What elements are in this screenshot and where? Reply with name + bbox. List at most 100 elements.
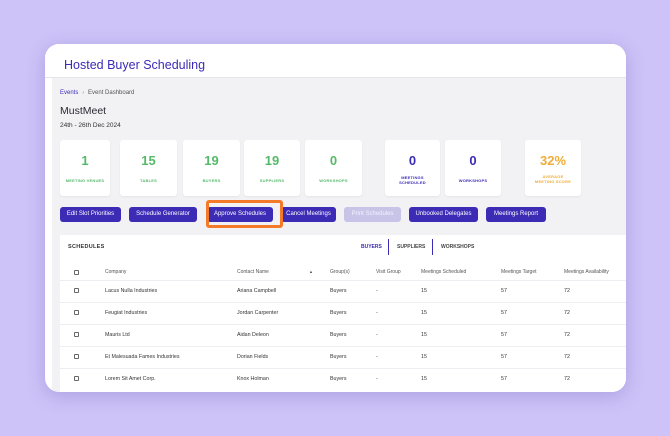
breadcrumb-separator: ›: [82, 90, 85, 96]
print-schedules-button[interactable]: Print Schedules: [344, 207, 401, 222]
schedules-title: SCHEDULES: [68, 244, 105, 250]
table-row[interactable]: Et Malesuada Fames Industries Dorian Fie…: [60, 346, 626, 368]
cell-meetings-target: 57: [501, 288, 507, 294]
cell-contact-name: Ariana Campbell: [237, 288, 277, 294]
column-header-company[interactable]: Company: [105, 269, 127, 275]
stat-meeting-venues: 1 MEETING VENUES: [60, 140, 110, 196]
cell-meetings-availability: 72: [564, 288, 570, 294]
column-header-meetings-scheduled[interactable]: Meetings Scheduled: [421, 269, 467, 275]
row-checkbox[interactable]: [74, 310, 79, 315]
breadcrumb-current: Event Dashboard: [88, 90, 135, 96]
stat-label: WORKSHOPS: [458, 178, 488, 183]
stat-suppliers: 19 SUPPLIERS: [244, 140, 300, 196]
breadcrumb: Events › Event Dashboard: [60, 90, 134, 96]
cell-groups: Buyers: [330, 288, 347, 294]
stat-buyers: 19 BUYERS: [183, 140, 240, 196]
row-checkbox[interactable]: [74, 376, 79, 381]
stat-average-meeting-score: 32% AVERAGE MEETING SCORE: [525, 140, 581, 196]
stat-label: BUYERS: [202, 178, 221, 183]
cell-visit-group: -: [376, 354, 378, 360]
cell-meetings-availability: 72: [564, 376, 570, 382]
cell-visit-group: -: [376, 310, 378, 316]
app-window: Hosted Buyer Scheduling Events › Event Das…: [45, 44, 626, 392]
stat-value: 0: [408, 153, 417, 168]
stat-value: 19: [264, 153, 280, 168]
tab-suppliers[interactable]: SUPPLIERS: [397, 244, 426, 250]
column-header-meetings-availability[interactable]: Meetings Availability: [564, 269, 609, 275]
cell-contact-name: Aidan Deleon: [237, 332, 269, 338]
event-name: MustMeet: [60, 105, 107, 117]
cell-meetings-target: 57: [501, 310, 507, 316]
schedule-generator-button[interactable]: Schedule Generator: [129, 207, 197, 222]
stat-meetings-scheduled: 0 MEETINGS SCHEDULED: [385, 140, 440, 196]
cell-groups: Buyers: [330, 354, 347, 360]
table-row[interactable]: Feugiat Industries Jordan Carpenter Buye…: [60, 302, 626, 324]
cell-company: Et Malesuada Fames Industries: [105, 354, 180, 360]
cell-visit-group: -: [376, 288, 378, 294]
sort-asc-icon[interactable]: ▲: [309, 269, 313, 274]
tab-divider: [432, 239, 433, 255]
cell-company: Feugiat Industries: [105, 310, 148, 316]
row-checkbox[interactable]: [74, 288, 79, 293]
cell-meetings-scheduled: 15: [421, 332, 427, 338]
cell-visit-group: -: [376, 376, 378, 382]
cell-meetings-availability: 72: [564, 354, 570, 360]
cell-meetings-target: 57: [501, 354, 507, 360]
cell-company: Lacus Nulla Industries: [105, 288, 158, 294]
select-all-checkbox[interactable]: [74, 270, 79, 275]
breadcrumb-events-link[interactable]: Events: [60, 90, 79, 96]
cell-meetings-availability: 72: [564, 310, 570, 316]
stat-value: 1: [81, 153, 89, 168]
stat-tables: 15 TABLES: [120, 140, 177, 196]
stat-label: TABLES: [140, 178, 157, 183]
event-dashboard: Events › Event Dashboard MustMeet 24th - 2…: [52, 78, 626, 392]
stat-label: SUPPLIERS: [259, 178, 285, 183]
stat-scheduled-workshops: 0 WORKSHOPS: [445, 140, 501, 196]
row-checkbox[interactable]: [74, 354, 79, 359]
cell-meetings-target: 57: [501, 332, 507, 338]
cell-contact-name: Jordan Carpenter: [237, 310, 279, 316]
stat-value: 32%: [539, 153, 567, 168]
column-header-groups[interactable]: Group(s): [330, 269, 350, 275]
stat-value: 15: [141, 153, 156, 168]
unbooked-delegates-button[interactable]: Unbooked Delegates: [409, 207, 478, 222]
table-row[interactable]: Mauris Ltd Aidan Deleon Buyers - 15 57 7…: [60, 324, 626, 346]
cell-visit-group: -: [376, 332, 378, 338]
cell-meetings-availability: 72: [564, 332, 570, 338]
approve-schedules-highlight: [206, 200, 283, 228]
column-header-visit-group[interactable]: Visit Group: [376, 269, 401, 275]
cancel-meetings-button[interactable]: Cancel Meetings: [281, 207, 336, 222]
cell-groups: Buyers: [330, 376, 347, 382]
column-header-meetings-target[interactable]: Meetings Target: [501, 269, 537, 275]
row-checkbox[interactable]: [74, 332, 79, 337]
stat-label: MEETINGS SCHEDULED: [399, 175, 426, 185]
cell-company: Lorem Sit Amet Corp.: [105, 376, 156, 382]
approve-schedules-button[interactable]: Approve Schedules: [207, 207, 273, 222]
cell-groups: Buyers: [330, 310, 347, 316]
stat-label: AVERAGE MEETING SCORE: [534, 174, 572, 184]
schedules-table: SCHEDULES BUYERS SUPPLIERS WORKSHOPS Com…: [60, 235, 626, 392]
stat-workshops: 0 WORKSHOPS: [305, 140, 362, 196]
cell-meetings-target: 57: [501, 376, 507, 382]
column-header-contact-name[interactable]: Contact Name: [237, 269, 269, 275]
cell-contact-name: Dorian Fields: [237, 354, 269, 360]
tab-workshops[interactable]: WORKSHOPS: [441, 244, 475, 250]
stat-value: 0: [329, 153, 338, 168]
edit-slot-priorities-button[interactable]: Edit Slot Priorities: [60, 207, 121, 222]
event-dates: 24th - 26th Dec 2024: [60, 122, 121, 129]
stat-label: WORKSHOPS: [319, 178, 348, 183]
cell-meetings-scheduled: 15: [421, 354, 427, 360]
stat-value: 19: [204, 153, 219, 168]
app-header: Hosted Buyer Scheduling: [45, 44, 626, 78]
table-row[interactable]: Lacus Nulla Industries Ariana Campbell B…: [60, 280, 626, 302]
cell-contact-name: Knox Holman: [237, 376, 269, 382]
app-title: Hosted Buyer Scheduling: [64, 58, 206, 72]
cell-company: Mauris Ltd: [105, 332, 130, 338]
cell-groups: Buyers: [330, 332, 347, 338]
cell-meetings-scheduled: 15: [421, 376, 427, 382]
cell-meetings-scheduled: 15: [421, 288, 427, 294]
tab-buyers[interactable]: BUYERS: [361, 244, 382, 250]
meetings-report-button[interactable]: Meetings Report: [486, 207, 546, 222]
table-row[interactable]: Lorem Sit Amet Corp. Knox Holman Buyers …: [60, 368, 626, 390]
stat-label: MEETING VENUES: [65, 178, 105, 183]
